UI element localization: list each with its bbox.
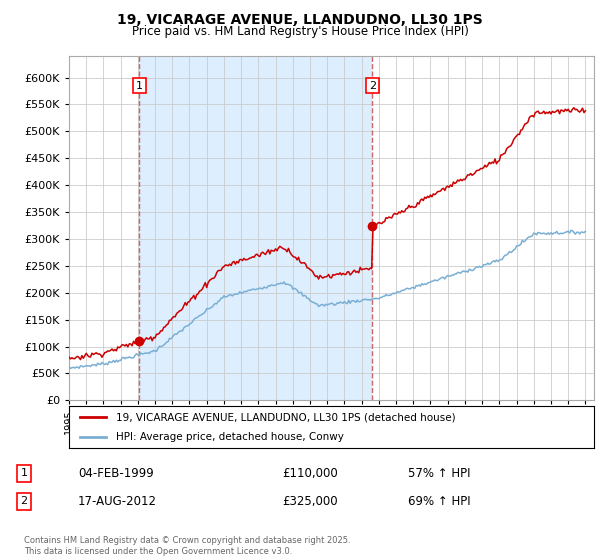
Text: 17-AUG-2012: 17-AUG-2012: [78, 494, 157, 508]
Text: 69% ↑ HPI: 69% ↑ HPI: [408, 494, 470, 508]
Text: £325,000: £325,000: [282, 494, 338, 508]
Text: Price paid vs. HM Land Registry's House Price Index (HPI): Price paid vs. HM Land Registry's House …: [131, 25, 469, 38]
Text: 57% ↑ HPI: 57% ↑ HPI: [408, 466, 470, 480]
Text: 1: 1: [136, 81, 143, 91]
Text: 19, VICARAGE AVENUE, LLANDUDNO, LL30 1PS: 19, VICARAGE AVENUE, LLANDUDNO, LL30 1PS: [117, 13, 483, 27]
Text: 2: 2: [20, 496, 28, 506]
Text: 19, VICARAGE AVENUE, LLANDUDNO, LL30 1PS (detached house): 19, VICARAGE AVENUE, LLANDUDNO, LL30 1PS…: [116, 412, 456, 422]
Text: HPI: Average price, detached house, Conwy: HPI: Average price, detached house, Conw…: [116, 432, 344, 442]
Text: 1: 1: [20, 468, 28, 478]
Text: Contains HM Land Registry data © Crown copyright and database right 2025.
This d: Contains HM Land Registry data © Crown c…: [24, 536, 350, 556]
Bar: [139, 56, 373, 400]
Text: 04-FEB-1999: 04-FEB-1999: [78, 466, 154, 480]
Text: 2: 2: [369, 81, 376, 91]
Text: £110,000: £110,000: [282, 466, 338, 480]
